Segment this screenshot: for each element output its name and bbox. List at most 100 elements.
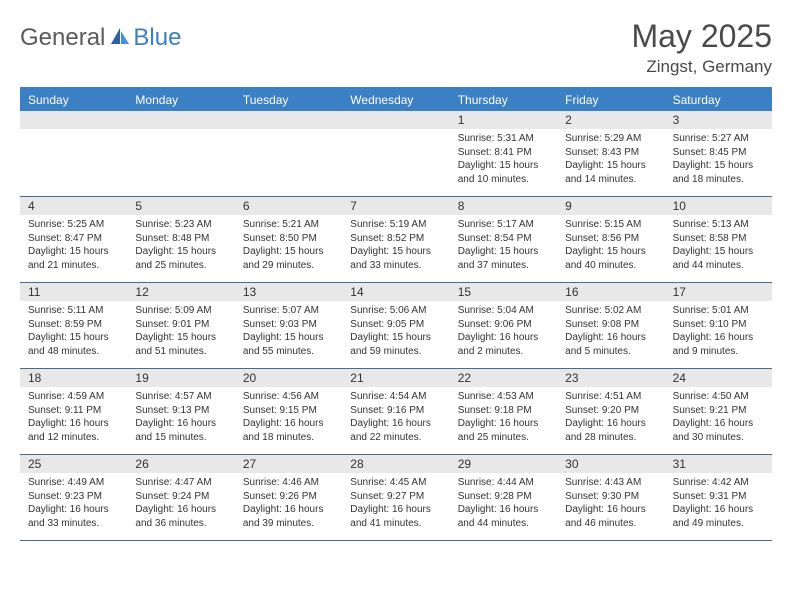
day-number-bar xyxy=(342,111,449,129)
daylight-line: Daylight: 15 hours and 51 minutes. xyxy=(135,331,226,358)
day-content: Sunrise: 5:09 AMSunset: 9:01 PMDaylight:… xyxy=(127,301,234,361)
sunrise-line: Sunrise: 5:29 AM xyxy=(565,132,656,146)
calendar-cell: 21Sunrise: 4:54 AMSunset: 9:16 PMDayligh… xyxy=(342,369,449,455)
sunrise-line: Sunrise: 4:56 AM xyxy=(243,390,334,404)
sunrise-line: Sunrise: 4:51 AM xyxy=(565,390,656,404)
day-content: Sunrise: 5:04 AMSunset: 9:06 PMDaylight:… xyxy=(450,301,557,361)
day-number-bar: 3 xyxy=(665,111,772,129)
day-number-bar: 23 xyxy=(557,369,664,387)
logo-text-blue: Blue xyxy=(133,24,181,52)
day-number-bar: 19 xyxy=(127,369,234,387)
weekday-header-cell: Tuesday xyxy=(235,89,342,111)
sunset-line: Sunset: 9:23 PM xyxy=(28,490,119,504)
day-content: Sunrise: 5:15 AMSunset: 8:56 PMDaylight:… xyxy=(557,215,664,275)
day-number-bar: 30 xyxy=(557,455,664,473)
sunrise-line: Sunrise: 4:54 AM xyxy=(350,390,441,404)
day-content: Sunrise: 5:31 AMSunset: 8:41 PMDaylight:… xyxy=(450,129,557,189)
sunset-line: Sunset: 9:30 PM xyxy=(565,490,656,504)
sunrise-line: Sunrise: 5:23 AM xyxy=(135,218,226,232)
daylight-line: Daylight: 16 hours and 9 minutes. xyxy=(673,331,764,358)
sunset-line: Sunset: 8:50 PM xyxy=(243,232,334,246)
page-container: General Blue May 2025 Zingst, Germany Su… xyxy=(0,0,792,541)
sunset-line: Sunset: 8:47 PM xyxy=(28,232,119,246)
day-number-bar: 29 xyxy=(450,455,557,473)
calendar-cell: 2Sunrise: 5:29 AMSunset: 8:43 PMDaylight… xyxy=(557,111,664,197)
day-number-bar: 15 xyxy=(450,283,557,301)
location-label: Zingst, Germany xyxy=(631,57,772,77)
calendar-cell-empty xyxy=(20,111,127,197)
daylight-line: Daylight: 15 hours and 18 minutes. xyxy=(673,159,764,186)
sunset-line: Sunset: 9:08 PM xyxy=(565,318,656,332)
calendar-cell: 6Sunrise: 5:21 AMSunset: 8:50 PMDaylight… xyxy=(235,197,342,283)
sunrise-line: Sunrise: 5:11 AM xyxy=(28,304,119,318)
sunrise-line: Sunrise: 5:04 AM xyxy=(458,304,549,318)
sunrise-line: Sunrise: 5:02 AM xyxy=(565,304,656,318)
day-content: Sunrise: 5:21 AMSunset: 8:50 PMDaylight:… xyxy=(235,215,342,275)
day-number-bar: 5 xyxy=(127,197,234,215)
weekday-header-cell: Sunday xyxy=(20,89,127,111)
day-number-bar: 21 xyxy=(342,369,449,387)
calendar-cell: 15Sunrise: 5:04 AMSunset: 9:06 PMDayligh… xyxy=(450,283,557,369)
daylight-line: Daylight: 15 hours and 48 minutes. xyxy=(28,331,119,358)
day-number-bar: 25 xyxy=(20,455,127,473)
sunrise-line: Sunrise: 4:43 AM xyxy=(565,476,656,490)
calendar-cell-empty xyxy=(127,111,234,197)
sunrise-line: Sunrise: 5:31 AM xyxy=(458,132,549,146)
header: General Blue May 2025 Zingst, Germany xyxy=(20,18,772,77)
sunrise-line: Sunrise: 5:15 AM xyxy=(565,218,656,232)
day-content: Sunrise: 4:46 AMSunset: 9:26 PMDaylight:… xyxy=(235,473,342,533)
day-content: Sunrise: 5:06 AMSunset: 9:05 PMDaylight:… xyxy=(342,301,449,361)
day-number-bar: 6 xyxy=(235,197,342,215)
day-number-bar xyxy=(235,111,342,129)
calendar-cell: 30Sunrise: 4:43 AMSunset: 9:30 PMDayligh… xyxy=(557,455,664,541)
sunset-line: Sunset: 9:28 PM xyxy=(458,490,549,504)
calendar-cell: 20Sunrise: 4:56 AMSunset: 9:15 PMDayligh… xyxy=(235,369,342,455)
calendar-cell: 8Sunrise: 5:17 AMSunset: 8:54 PMDaylight… xyxy=(450,197,557,283)
calendar-cell-empty xyxy=(342,111,449,197)
day-number-bar: 20 xyxy=(235,369,342,387)
sunrise-line: Sunrise: 5:25 AM xyxy=(28,218,119,232)
daylight-line: Daylight: 16 hours and 36 minutes. xyxy=(135,503,226,530)
sunset-line: Sunset: 9:24 PM xyxy=(135,490,226,504)
day-number-bar: 26 xyxy=(127,455,234,473)
day-number-bar: 22 xyxy=(450,369,557,387)
calendar-cell: 11Sunrise: 5:11 AMSunset: 8:59 PMDayligh… xyxy=(20,283,127,369)
sunset-line: Sunset: 9:10 PM xyxy=(673,318,764,332)
day-content: Sunrise: 5:11 AMSunset: 8:59 PMDaylight:… xyxy=(20,301,127,361)
day-content: Sunrise: 5:29 AMSunset: 8:43 PMDaylight:… xyxy=(557,129,664,189)
calendar-cell: 4Sunrise: 5:25 AMSunset: 8:47 PMDaylight… xyxy=(20,197,127,283)
daylight-line: Daylight: 16 hours and 5 minutes. xyxy=(565,331,656,358)
logo-text-general: General xyxy=(20,24,105,52)
daylight-line: Daylight: 15 hours and 33 minutes. xyxy=(350,245,441,272)
sunset-line: Sunset: 9:20 PM xyxy=(565,404,656,418)
logo-sail-icon xyxy=(109,26,131,51)
daylight-line: Daylight: 16 hours and 30 minutes. xyxy=(673,417,764,444)
calendar-cell-empty xyxy=(235,111,342,197)
day-number-bar: 7 xyxy=(342,197,449,215)
sunset-line: Sunset: 9:06 PM xyxy=(458,318,549,332)
sunrise-line: Sunrise: 5:27 AM xyxy=(673,132,764,146)
sunrise-line: Sunrise: 4:42 AM xyxy=(673,476,764,490)
sunset-line: Sunset: 8:45 PM xyxy=(673,146,764,160)
weekday-header-cell: Wednesday xyxy=(342,89,449,111)
calendar-cell: 17Sunrise: 5:01 AMSunset: 9:10 PMDayligh… xyxy=(665,283,772,369)
day-content: Sunrise: 4:50 AMSunset: 9:21 PMDaylight:… xyxy=(665,387,772,447)
sunrise-line: Sunrise: 4:44 AM xyxy=(458,476,549,490)
daylight-line: Daylight: 16 hours and 44 minutes. xyxy=(458,503,549,530)
day-number-bar: 16 xyxy=(557,283,664,301)
weekday-header-cell: Saturday xyxy=(665,89,772,111)
sunrise-line: Sunrise: 5:13 AM xyxy=(673,218,764,232)
calendar: SundayMondayTuesdayWednesdayThursdayFrid… xyxy=(20,87,772,541)
calendar-body: 1Sunrise: 5:31 AMSunset: 8:41 PMDaylight… xyxy=(20,111,772,541)
day-content: Sunrise: 4:44 AMSunset: 9:28 PMDaylight:… xyxy=(450,473,557,533)
daylight-line: Daylight: 16 hours and 12 minutes. xyxy=(28,417,119,444)
daylight-line: Daylight: 15 hours and 55 minutes. xyxy=(243,331,334,358)
sunset-line: Sunset: 8:59 PM xyxy=(28,318,119,332)
sunrise-line: Sunrise: 4:57 AM xyxy=(135,390,226,404)
calendar-cell: 18Sunrise: 4:59 AMSunset: 9:11 PMDayligh… xyxy=(20,369,127,455)
sunrise-line: Sunrise: 5:06 AM xyxy=(350,304,441,318)
day-number-bar: 27 xyxy=(235,455,342,473)
calendar-cell: 9Sunrise: 5:15 AMSunset: 8:56 PMDaylight… xyxy=(557,197,664,283)
sunset-line: Sunset: 9:26 PM xyxy=(243,490,334,504)
sunset-line: Sunset: 8:56 PM xyxy=(565,232,656,246)
